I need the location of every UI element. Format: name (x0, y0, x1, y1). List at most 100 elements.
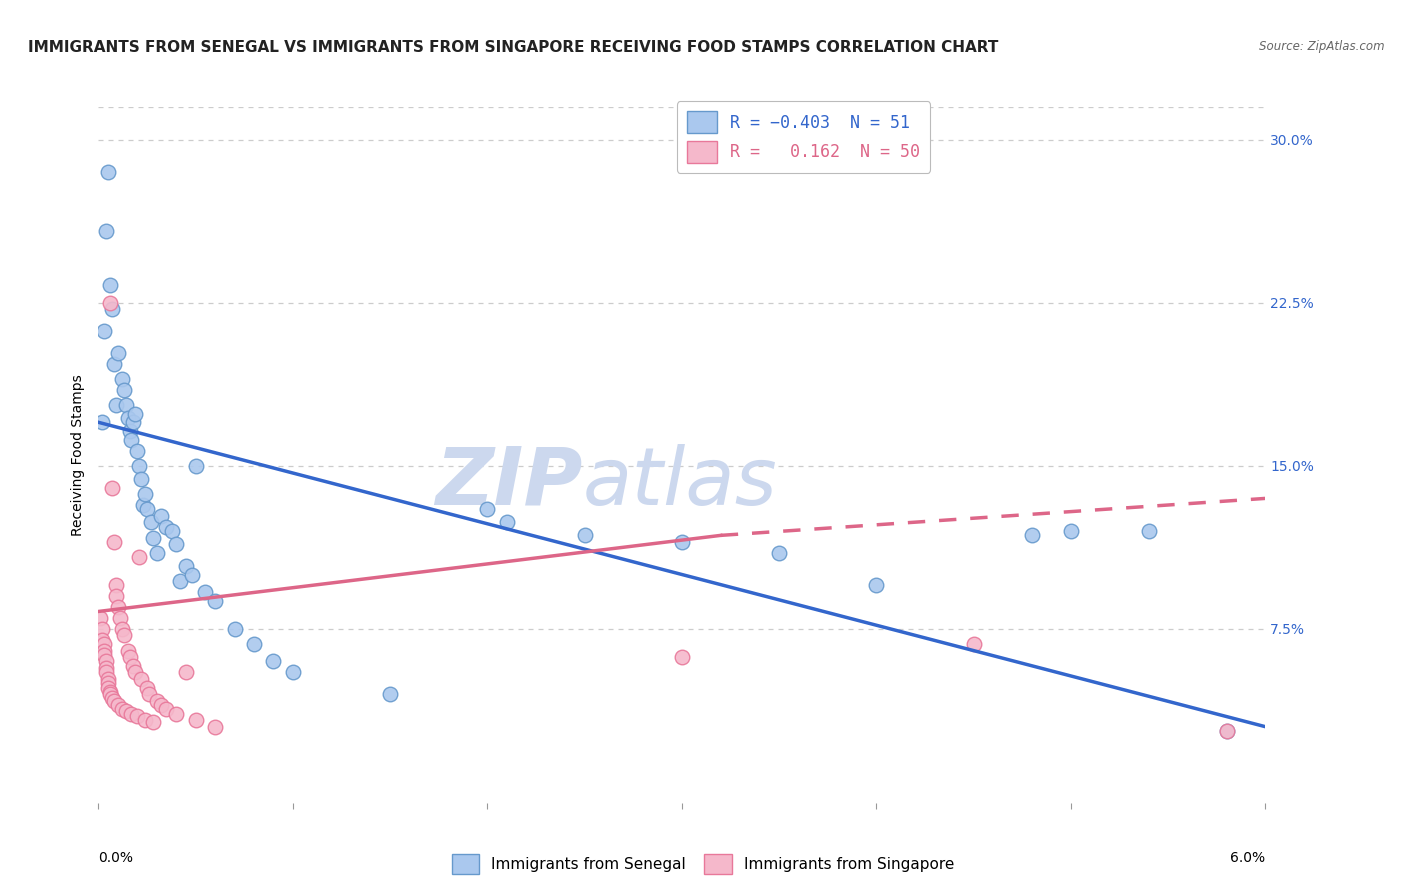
Point (128, 550, 150, 565)
Point (184, 458, 207, 473)
Point (97, 165, 120, 179)
Point (136, 502, 159, 516)
Point (121, 706, 143, 721)
Point (93, 637, 115, 651)
Point (118, 424, 141, 438)
Point (108, 611, 131, 625)
Point (104, 398, 127, 412)
Point (149, 508, 172, 523)
Point (89, 611, 111, 625)
Point (671, 534, 693, 549)
Point (111, 372, 134, 386)
Point (101, 481, 124, 495)
Point (134, 713, 156, 727)
Y-axis label: Receiving Food Stamps: Receiving Food Stamps (72, 374, 86, 536)
Point (98, 295, 121, 310)
Point (127, 708, 149, 723)
Text: ZIP: ZIP (436, 443, 582, 522)
Point (243, 637, 266, 651)
Point (204, 593, 226, 607)
Point (865, 578, 887, 592)
Point (97, 672, 120, 686)
Point (149, 698, 172, 712)
Point (93, 324, 115, 338)
Legend: Immigrants from Senegal, Immigrants from Singapore: Immigrants from Senegal, Immigrants from… (446, 848, 960, 880)
Point (138, 687, 160, 701)
Point (122, 415, 145, 429)
Point (574, 528, 596, 542)
Point (671, 650, 693, 665)
Point (118, 650, 141, 665)
Point (96, 655, 118, 669)
Point (174, 558, 197, 573)
Point (496, 516, 519, 530)
Point (146, 546, 169, 560)
Point (262, 655, 284, 669)
Point (129, 472, 152, 486)
Point (124, 407, 146, 421)
Point (98, 278, 121, 293)
Point (114, 398, 136, 412)
Point (112, 628, 135, 642)
Point (124, 665, 146, 680)
Point (121, 433, 143, 447)
Point (142, 531, 165, 545)
Point (91, 632, 114, 647)
Point (101, 302, 124, 317)
Point (184, 713, 207, 727)
Text: 6.0%: 6.0% (1230, 851, 1265, 864)
Text: atlas: atlas (582, 443, 778, 522)
Point (107, 698, 129, 712)
Point (96, 224, 118, 238)
Point (96, 661, 118, 675)
Point (127, 443, 149, 458)
Point (134, 487, 156, 501)
Point (101, 691, 124, 706)
Point (1215, 724, 1237, 739)
Point (93, 643, 115, 657)
Point (962, 637, 984, 651)
Point (111, 702, 134, 716)
Point (104, 578, 127, 592)
Point (165, 537, 187, 551)
Point (104, 589, 127, 603)
Point (103, 357, 125, 371)
Point (162, 524, 184, 538)
Point (204, 720, 226, 734)
Point (165, 706, 187, 721)
Point (180, 567, 202, 582)
Text: 0.0%: 0.0% (98, 851, 134, 864)
Text: Source: ZipAtlas.com: Source: ZipAtlas.com (1260, 40, 1385, 54)
Point (107, 600, 129, 615)
Point (136, 681, 159, 695)
Point (114, 705, 136, 719)
Point (103, 534, 125, 549)
Text: IMMIGRANTS FROM SENEGAL VS IMMIGRANTS FROM SINGAPORE RECEIVING FOOD STAMPS CORRE: IMMIGRANTS FROM SENEGAL VS IMMIGRANTS FR… (28, 40, 998, 55)
Point (477, 502, 499, 516)
Point (111, 622, 134, 636)
Point (1060, 524, 1083, 538)
Point (768, 546, 790, 560)
Point (146, 693, 169, 707)
Point (174, 665, 197, 680)
Point (107, 345, 129, 359)
Point (93, 648, 115, 662)
Point (97, 676, 120, 690)
Point (380, 687, 402, 701)
Point (98, 687, 121, 701)
Point (128, 458, 150, 473)
Point (142, 715, 165, 730)
Point (98, 685, 121, 699)
Point (122, 658, 145, 673)
Point (96, 665, 118, 680)
Point (281, 665, 304, 680)
Point (139, 516, 162, 530)
Point (1021, 528, 1043, 542)
Point (91, 622, 114, 636)
Point (1215, 724, 1237, 739)
Point (155, 519, 177, 533)
Point (155, 702, 177, 716)
Point (132, 498, 155, 512)
Point (224, 622, 246, 636)
Point (194, 585, 217, 599)
